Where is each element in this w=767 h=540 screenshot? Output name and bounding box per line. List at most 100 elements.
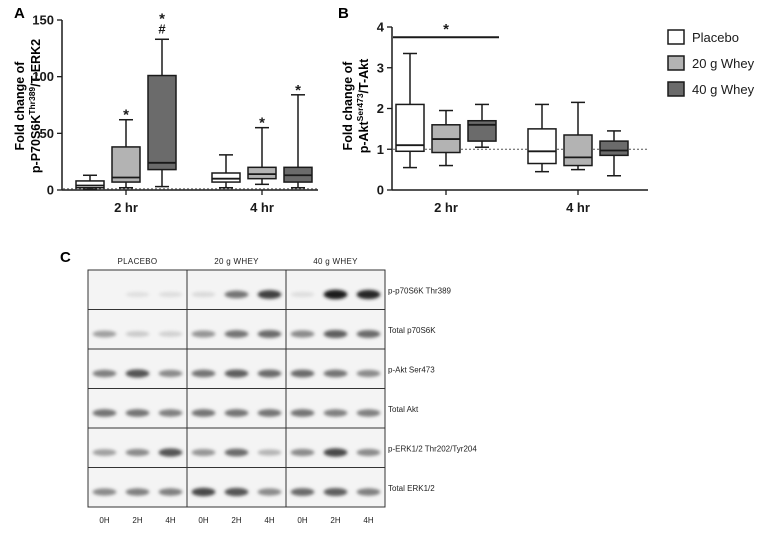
blot-band — [290, 369, 315, 378]
blot-panel — [186, 348, 287, 389]
blot-band — [125, 488, 150, 496]
blot-band — [257, 488, 282, 496]
blot-band — [191, 487, 216, 497]
box-iqr — [563, 134, 593, 167]
blot-lane-label: 2H — [132, 516, 142, 525]
blot-band — [125, 409, 150, 417]
blot-group-label: PLACEBO — [118, 257, 158, 266]
blot-band — [257, 330, 282, 338]
box-iqr — [247, 166, 277, 180]
panel-b-letter: B — [338, 5, 349, 22]
panel-b-axes: 0 1 2 3 4 2 hr 4 hr — [377, 20, 648, 215]
blot-panel — [186, 269, 287, 310]
blot-panel — [285, 348, 386, 389]
y-tick-label: 0 — [377, 183, 384, 198]
blot-band — [92, 409, 117, 417]
blot-band — [92, 369, 117, 378]
panel-a-ylabel-line2: p-P70S6KThr389/T-ERK2 — [27, 39, 43, 173]
blot-row-label: Total Akt — [388, 405, 419, 414]
blot-band — [191, 330, 216, 338]
blot-lane-label: 4H — [165, 516, 175, 525]
blot-band — [290, 291, 315, 298]
panel-b-ylabel-sup: Ser473 — [355, 93, 365, 121]
y-tick-label: 1 — [377, 142, 384, 157]
blot-band — [323, 289, 348, 300]
y-tick-label: 150 — [32, 13, 54, 28]
blot-panel — [285, 388, 386, 429]
blot-row-label: Total ERK1/2 — [388, 484, 435, 493]
blot-lane-label: 4H — [264, 516, 274, 525]
blot-panel — [186, 309, 287, 350]
blot-panel — [87, 348, 188, 389]
box-1-1 — [247, 126, 277, 186]
blot-band — [158, 369, 183, 378]
panel-b-ylabel-prefix: p-Akt — [357, 121, 371, 154]
blot-band — [257, 449, 282, 456]
blot-band — [356, 369, 381, 378]
western-blot: PLACEBO 20 g WHEY 40 g WHEY p-p70S6K Thr389… — [87, 257, 477, 525]
box-iqr — [395, 103, 425, 153]
x-tick-label: 2 hr — [434, 200, 458, 215]
y-tick-label: 3 — [377, 60, 384, 75]
legend-swatch — [667, 81, 685, 97]
blot-panel — [186, 467, 287, 508]
blot-band — [191, 369, 216, 378]
blot-lane-label: 0H — [99, 516, 109, 525]
box-2-0 — [147, 38, 177, 188]
box-iqr — [111, 146, 141, 183]
blot-band — [257, 369, 282, 378]
box-0-0 — [395, 52, 425, 169]
blot-panel — [186, 388, 287, 429]
blot-band — [158, 331, 183, 337]
box-1-1 — [563, 101, 593, 171]
panel-a-ylabel-sup: Thr389 — [27, 87, 37, 115]
blot-band — [356, 289, 381, 300]
legend-label: 40 g Whey — [692, 82, 755, 97]
significance-mark: # — [158, 21, 166, 36]
panel-a-ylabel-line1: Fold change of — [13, 61, 27, 151]
panel-c-letter: C — [60, 249, 71, 266]
box-2-1 — [283, 94, 313, 189]
legend-item-2: 40 g Whey — [667, 81, 755, 97]
legend-item-1: 20 g Whey — [667, 55, 755, 71]
significance-mark: * — [123, 107, 129, 124]
legend: Placebo 20 g Whey 40 g Whey — [667, 29, 755, 97]
legend-label: Placebo — [692, 30, 739, 45]
blot-band — [158, 291, 183, 298]
panel-a-ylabel-suffix: /T-ERK2 — [29, 39, 43, 87]
blot-band — [356, 448, 381, 457]
blot-panel — [285, 309, 386, 350]
x-tick-label: 2 hr — [114, 200, 138, 215]
box-iqr — [211, 172, 241, 183]
y-tick-label: 50 — [40, 126, 54, 141]
blot-band — [125, 291, 150, 298]
blot-band — [356, 330, 381, 338]
blot-panel — [87, 388, 188, 429]
blot-band — [158, 409, 183, 417]
blot-band — [290, 330, 315, 338]
blot-band — [125, 331, 150, 337]
panel-b-ylabel-suffix: /T-Akt — [357, 58, 371, 94]
panel-b-ylabel-line1: Fold change of — [341, 61, 355, 151]
legend-label: 20 g Whey — [692, 56, 755, 71]
blot-band — [224, 369, 249, 378]
legend-swatch — [667, 29, 685, 45]
box-2-1 — [599, 130, 629, 177]
box-0-1 — [527, 103, 557, 173]
blot-band — [290, 488, 315, 496]
blot-band — [356, 488, 381, 496]
box-2-0 — [467, 103, 497, 148]
y-tick-label: 4 — [377, 20, 385, 35]
blot-row-label: p-Akt Ser473 — [388, 366, 435, 375]
blot-band — [125, 448, 150, 457]
box-iqr — [599, 140, 629, 157]
legend-item-0: Placebo — [667, 29, 739, 45]
y-tick-label: 0 — [47, 183, 54, 198]
blot-band — [224, 330, 249, 338]
blot-panel — [285, 427, 386, 468]
blot-row-label: p-p70S6K Thr389 — [388, 287, 452, 296]
box-iqr — [147, 74, 177, 171]
blot-band — [158, 448, 183, 457]
blot-band — [191, 409, 216, 417]
